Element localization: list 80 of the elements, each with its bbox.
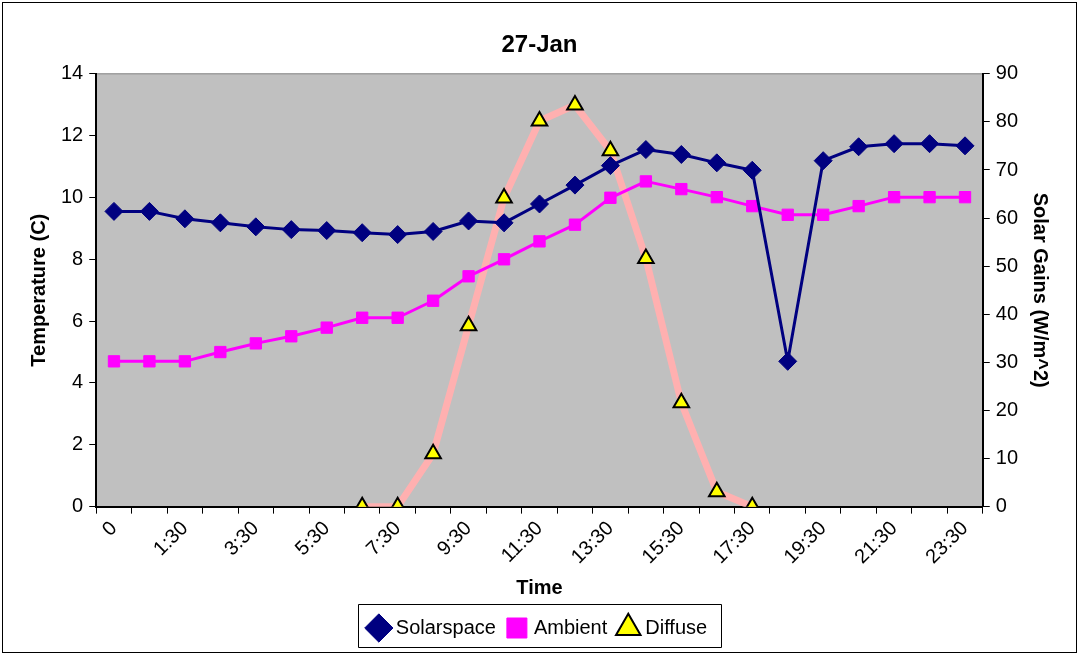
point — [533, 235, 546, 248]
point — [210, 213, 230, 233]
y2-tick-label: 50 — [995, 253, 1018, 276]
point — [246, 217, 266, 237]
point — [388, 225, 408, 245]
y-tick-label: 12 — [61, 123, 84, 146]
point — [391, 311, 404, 324]
y-tick-label: 8 — [72, 246, 84, 269]
legend-label: Ambient — [533, 615, 608, 638]
point — [139, 201, 159, 221]
x-tick-label: 0 — [97, 516, 121, 540]
y2-tick-label: 60 — [995, 205, 1018, 228]
y-tick-label: 10 — [61, 184, 84, 207]
point — [423, 221, 443, 241]
point — [494, 213, 514, 233]
point — [923, 191, 936, 204]
y2-tick-label: 40 — [995, 301, 1018, 324]
point — [955, 136, 975, 156]
point — [817, 208, 830, 221]
point — [849, 137, 869, 157]
point — [497, 253, 511, 266]
y-tick-label: 14 — [61, 61, 84, 84]
point — [742, 160, 762, 180]
legend-label: Solarspace — [395, 615, 496, 638]
point — [778, 351, 798, 371]
y2-tick-label: 90 — [995, 61, 1018, 84]
point — [920, 134, 940, 154]
point — [710, 191, 723, 204]
y-tick-label: 6 — [72, 308, 84, 331]
x-tick-label: 7:30 — [361, 516, 405, 560]
point — [604, 191, 617, 204]
point — [214, 345, 227, 359]
y-tick-label: 4 — [72, 370, 84, 393]
point — [317, 221, 337, 241]
y-axis-title: Temperature (C) — [26, 213, 49, 367]
point — [568, 218, 582, 231]
point — [249, 337, 262, 350]
point — [285, 330, 298, 343]
point — [671, 144, 691, 164]
y-tick-label: 2 — [72, 432, 84, 455]
point — [143, 355, 156, 368]
y2-tick-label: 30 — [995, 349, 1018, 372]
x-tick-label: 3:30 — [219, 516, 263, 560]
y-tick-label: 0 — [72, 494, 84, 517]
x-axis-title: Time — [516, 575, 563, 598]
point — [178, 355, 192, 368]
y2-tick-label: 70 — [995, 157, 1018, 180]
point — [675, 182, 688, 196]
point — [107, 355, 121, 368]
x-tick-label: 5:30 — [290, 516, 334, 560]
point — [639, 175, 653, 188]
point — [352, 223, 372, 243]
point — [781, 208, 794, 221]
point — [426, 294, 440, 307]
point — [462, 270, 475, 283]
chart-title: 27-Jan — [501, 30, 578, 58]
point — [600, 156, 620, 176]
point — [746, 199, 759, 213]
point — [104, 201, 124, 221]
y2-axis-title: Solar Gains (W/m^2) — [1030, 192, 1053, 388]
point — [459, 211, 479, 231]
point — [320, 321, 333, 334]
point — [887, 191, 901, 204]
point — [175, 209, 195, 229]
legend-label: Diffuse — [645, 615, 708, 638]
point — [707, 153, 727, 173]
point — [884, 134, 904, 154]
y2-tick-label: 0 — [995, 494, 1007, 517]
point — [356, 311, 369, 324]
point — [565, 175, 585, 195]
y2-tick-label: 20 — [995, 397, 1018, 420]
y2-tick-label: 80 — [995, 109, 1018, 132]
point — [281, 220, 301, 240]
point — [958, 191, 972, 204]
point — [813, 151, 833, 171]
point — [852, 199, 865, 213]
y2-tick-label: 10 — [995, 446, 1018, 469]
point — [636, 140, 656, 160]
point — [530, 194, 549, 214]
x-tick-label: 9:30 — [432, 516, 476, 560]
